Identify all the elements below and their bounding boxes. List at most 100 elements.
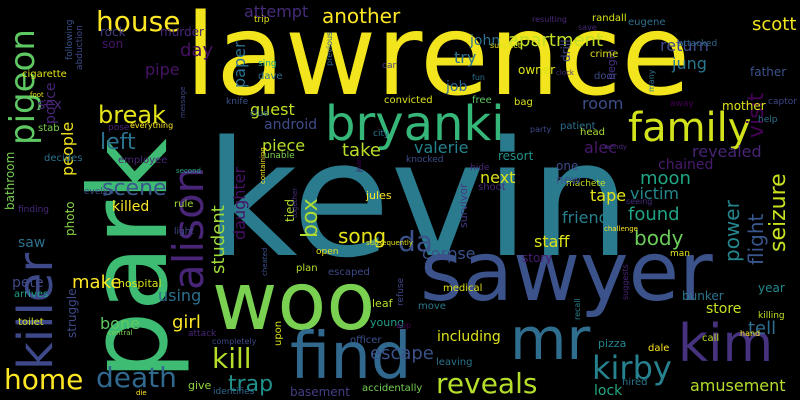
word-murder: murder	[160, 25, 204, 39]
word-drill: drill	[559, 39, 573, 62]
word-jules: jules	[366, 189, 392, 202]
word-rock: rock	[100, 25, 126, 39]
word-car: car	[382, 61, 397, 71]
word-john: john	[470, 33, 501, 49]
word-wendy: wendy	[604, 143, 628, 151]
word-sex: sex	[38, 97, 62, 113]
word-job: job	[446, 79, 468, 95]
word-upon: upon	[273, 320, 284, 346]
word-rule: rule	[174, 199, 194, 210]
word-take: take	[342, 140, 381, 161]
word-flight: flight	[744, 213, 768, 265]
word-call: call	[702, 333, 720, 344]
word-staff: staff	[534, 232, 570, 251]
word-home: home	[4, 363, 84, 396]
word-crime: crime	[590, 49, 619, 60]
word-android: android	[264, 117, 318, 133]
word-employee: employee	[118, 155, 168, 166]
word-power: power	[720, 200, 744, 262]
word-break: break	[98, 101, 166, 129]
word-subsequently: subsequently	[366, 239, 413, 247]
word-eugene: eugene	[628, 17, 666, 28]
word-die: die	[136, 389, 147, 397]
word-resort: resort	[498, 149, 534, 163]
word-left: left	[100, 130, 136, 155]
word-using: using	[158, 286, 202, 305]
word-app: app	[396, 321, 412, 330]
word-killing: killing	[758, 311, 785, 321]
word-struggle: struggle	[65, 288, 79, 338]
word-message: message	[179, 86, 187, 118]
word-pizza: pizza	[598, 337, 627, 350]
word-leaving: leaving	[436, 357, 473, 368]
word-hide: hide	[470, 163, 490, 173]
word-student: student	[208, 205, 229, 274]
word-together: together	[291, 187, 299, 218]
word-toilet: toilet	[18, 317, 44, 328]
word-help: help	[758, 115, 778, 125]
word-decides: decides	[44, 153, 83, 164]
word-everything: everything	[130, 121, 174, 130]
word-central: central	[108, 329, 133, 337]
word-saw: saw	[18, 235, 46, 251]
word-piece: piece	[262, 136, 306, 155]
word-victim: victim	[630, 184, 680, 203]
word-dale: dale	[648, 343, 670, 354]
word-bone: bone	[100, 314, 140, 333]
word-following: following	[65, 19, 75, 60]
word-friend: friend	[562, 208, 609, 227]
word-kim: kim	[678, 314, 774, 374]
word-young: young	[370, 316, 405, 329]
word-killer: killer	[8, 252, 64, 370]
word-save: save	[578, 23, 597, 32]
word-shoot: shoot	[478, 182, 506, 193]
word-seizure: seizure	[766, 173, 791, 252]
word-previous: previous	[325, 31, 334, 66]
word-seeing: seeing	[626, 197, 653, 206]
word-try: try	[454, 48, 477, 67]
word-escaped: escaped	[328, 267, 370, 278]
word-amusement: amusement	[690, 376, 786, 395]
word-new: new	[556, 173, 581, 187]
word-abduction: abduction	[75, 25, 85, 70]
word-song: song	[338, 224, 387, 248]
word-clue: clue	[250, 109, 269, 119]
word-return: return	[660, 36, 709, 55]
word-father: father	[750, 65, 787, 79]
word-find: find	[290, 320, 412, 394]
word-captor: captor	[768, 97, 797, 107]
word-bag: bag	[514, 97, 533, 108]
word-mr: mr	[510, 305, 591, 373]
word-suggests: suggests	[621, 264, 630, 300]
word-revealed: revealed	[692, 142, 762, 161]
word-fun: fun	[472, 73, 485, 82]
word-valerie: valerie	[414, 138, 469, 157]
word-sing: sing	[258, 59, 277, 69]
word-house: house	[96, 5, 181, 38]
word-pete: pete	[12, 275, 44, 291]
word-knocked: knocked	[406, 155, 444, 165]
word-owner: owner	[518, 63, 556, 77]
word-lock: lock	[594, 383, 623, 399]
word-second: second	[176, 167, 201, 175]
word-escape: escape	[370, 343, 434, 364]
word-jung: jung	[672, 54, 707, 73]
word-bunker: bunker	[682, 289, 724, 303]
word-many: many	[647, 69, 656, 93]
word-clock: clock	[556, 69, 574, 77]
word-make: make	[72, 272, 122, 293]
word-city: city	[373, 129, 390, 139]
word-one: one	[556, 159, 579, 173]
word-head: head	[580, 127, 605, 138]
word-trip: trip	[254, 15, 270, 25]
word-evelyn: evelyn	[84, 187, 114, 197]
word-moon: moon	[640, 168, 691, 189]
word-patient: patient	[560, 121, 596, 132]
word-daughter: daughter	[230, 166, 249, 240]
word-juan: juan	[355, 156, 363, 172]
word-people: people	[58, 121, 77, 176]
word-give: give	[188, 379, 212, 392]
word-pipe: pipe	[145, 60, 180, 79]
word-arrives: arrives	[14, 289, 49, 300]
